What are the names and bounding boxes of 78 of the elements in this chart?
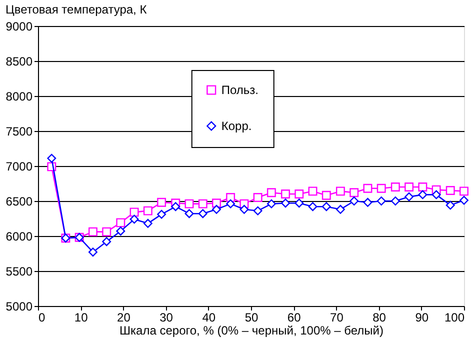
x-axis-title: Шкала серого, % (0% – черный, 100% – белый) (120, 324, 384, 338)
point (253, 206, 262, 216)
y-tick-label: 5000 (6, 300, 33, 314)
point (198, 199, 208, 208)
point (157, 198, 166, 207)
point (418, 182, 428, 192)
point (446, 186, 455, 195)
point (184, 199, 194, 208)
x-tick-label: 70 (330, 310, 344, 324)
x-tick-label: 60 (287, 310, 302, 324)
point (226, 199, 236, 208)
point (363, 198, 372, 207)
x-tick-label: 40 (202, 310, 216, 324)
point (184, 209, 194, 218)
point (350, 188, 359, 198)
y-axis-title: Цветовая температура, К (6, 2, 147, 16)
point (266, 199, 276, 208)
point (322, 190, 331, 200)
point (143, 206, 152, 216)
point (446, 200, 455, 210)
x-tick-label: 10 (74, 310, 88, 324)
point (88, 248, 98, 257)
point (281, 198, 290, 208)
point (460, 196, 468, 205)
point (198, 209, 208, 218)
x-tick-label: 50 (244, 310, 258, 324)
point (266, 188, 276, 198)
point (281, 190, 290, 198)
point (418, 190, 428, 200)
point (47, 154, 56, 163)
y-tick-label: 7500 (6, 124, 33, 138)
y-tick-label: 7000 (6, 160, 33, 174)
point (212, 198, 221, 208)
legend-label: Корр. (221, 119, 252, 133)
point (253, 193, 262, 202)
point (102, 227, 112, 236)
point (432, 190, 441, 200)
point (350, 196, 359, 206)
point (336, 186, 345, 196)
y-tick-label: 6000 (6, 230, 33, 244)
point (212, 204, 221, 214)
point (390, 182, 400, 192)
point (363, 184, 372, 193)
point (390, 196, 400, 206)
x-tick-label: 100 (444, 310, 465, 324)
point (130, 214, 139, 224)
point (308, 202, 318, 212)
point (171, 202, 180, 212)
y-tick-label: 6500 (6, 194, 33, 208)
point (226, 193, 236, 202)
point (88, 227, 98, 236)
x-tick-label: 80 (372, 310, 386, 324)
point (143, 218, 152, 228)
point (116, 218, 126, 228)
point (130, 208, 139, 217)
point (116, 226, 126, 236)
x-tick-label: 0 (38, 310, 46, 324)
x-tick-label: 90 (415, 310, 429, 324)
y-tick-label: 8000 (6, 90, 33, 104)
point (404, 182, 414, 192)
legend-label: Польз. (221, 83, 258, 97)
x-tick-label: 30 (160, 310, 174, 324)
point (240, 204, 249, 214)
point (460, 186, 468, 196)
point (294, 198, 304, 208)
x-tick-label: 20 (117, 310, 131, 324)
point (336, 204, 345, 214)
point (157, 210, 166, 219)
point (376, 184, 386, 193)
point (322, 202, 331, 212)
y-tick-label: 5500 (6, 264, 33, 278)
point (294, 190, 304, 198)
y-tick-label: 9000 (6, 20, 33, 34)
point (102, 237, 112, 246)
point (404, 192, 414, 202)
point (308, 186, 318, 196)
y-tick-label: 8500 (6, 54, 33, 68)
point (376, 196, 386, 206)
